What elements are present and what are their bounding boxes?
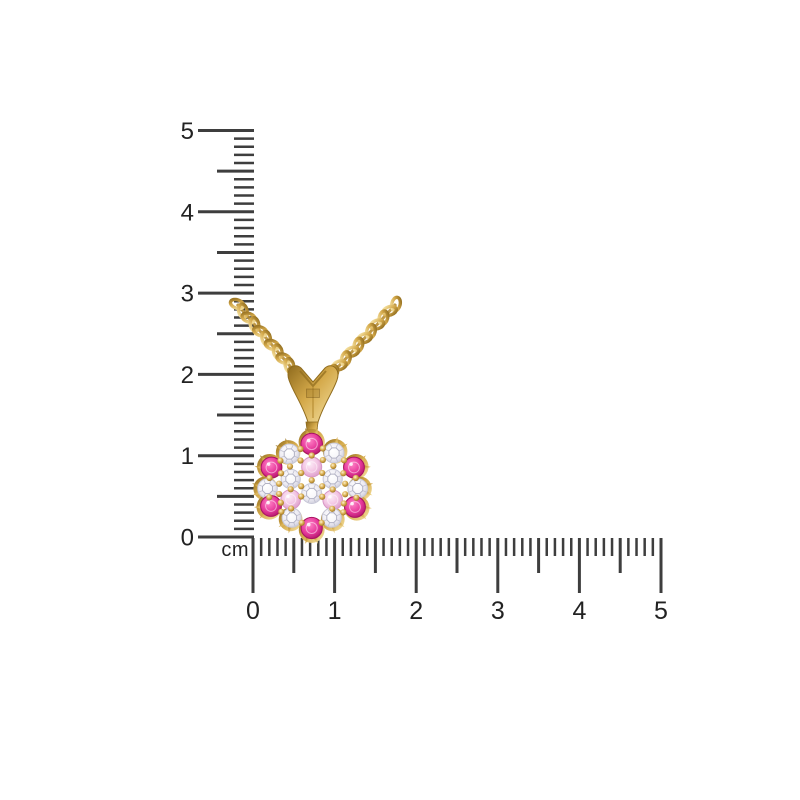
prong-bead: [319, 456, 326, 464]
stone-highlight: [350, 501, 354, 506]
diamond-facets: [328, 447, 340, 459]
stone-highlight: [266, 462, 271, 466]
stone-highlight: [286, 494, 290, 499]
prong-bead: [286, 463, 294, 470]
ruler-label: 0: [181, 525, 194, 552]
prong-bead: [319, 469, 326, 477]
prong-bead: [277, 499, 284, 506]
prong-bead: [276, 490, 283, 498]
prong-bead: [266, 474, 273, 482]
vertical-ruler: 5 4 3 2 1 0: [181, 118, 254, 552]
stone-highlight: [306, 522, 311, 527]
prong-bead: [319, 493, 326, 500]
unit-label: cm: [221, 539, 249, 561]
prong-bead: [297, 445, 304, 453]
ruler-label: 4: [572, 597, 586, 625]
hot-pink-stone: [300, 432, 324, 456]
ruler-label: 1: [181, 443, 194, 470]
prong-bead: [342, 491, 349, 498]
prong-bead: [329, 486, 336, 493]
ruler-label: 1: [328, 597, 342, 625]
bail-stamp: [306, 388, 320, 398]
horizontal-ruler: 0 1 2 3 4 5: [246, 538, 668, 625]
prong-bead: [278, 470, 285, 477]
ruler-label: 5: [654, 597, 668, 625]
prong-bead: [308, 452, 315, 459]
stone-highlight: [349, 462, 353, 466]
ruler-label: 0: [246, 597, 260, 625]
diamond-facets: [285, 473, 297, 485]
prong-bead: [340, 500, 347, 507]
prong-bead: [318, 519, 325, 526]
ruler-label: 2: [181, 362, 194, 389]
prong-bead: [330, 462, 337, 470]
prong-bead: [298, 483, 305, 490]
prong-bead: [298, 519, 305, 526]
prong-bead: [308, 477, 315, 484]
diamond-facets: [283, 448, 295, 460]
hot-pink-stone: [300, 516, 323, 540]
ruler-label: 3: [181, 281, 194, 308]
light-pink-stone: [301, 456, 323, 478]
diamond-facets: [352, 483, 364, 494]
prong-bead: [340, 470, 347, 477]
stone-highlight: [307, 462, 311, 466]
prong-bead: [278, 508, 285, 515]
diamond-facets: [326, 512, 338, 524]
prong-bead: [329, 505, 336, 512]
pendant-flower-cluster: [252, 427, 374, 544]
stone-highlight: [306, 438, 311, 443]
prong-bead: [319, 445, 326, 452]
prong-bead: [276, 480, 283, 487]
prong-bead: [287, 486, 294, 493]
prong-bead: [342, 480, 349, 487]
diamond-facets: [306, 487, 318, 500]
prong-bead: [288, 505, 295, 512]
prong-bead: [277, 457, 284, 464]
diamond-facets: [286, 512, 298, 524]
prong-bead: [298, 469, 305, 477]
diamond-facets: [327, 473, 339, 485]
necklace-chain: [228, 295, 403, 388]
ruler-label: 5: [181, 118, 194, 145]
diamond-facets: [262, 483, 273, 494]
prong-bead: [353, 494, 360, 501]
ruler-label: 2: [409, 597, 423, 625]
stone-highlight: [266, 500, 270, 505]
prong-bead: [266, 494, 273, 501]
prong-bead: [340, 457, 348, 464]
prong-bead: [340, 509, 347, 516]
prong-bead: [352, 474, 359, 482]
ruler-label: 3: [491, 597, 505, 625]
prong-bead: [297, 457, 304, 464]
ruler-label: 4: [181, 199, 194, 226]
prong-bead: [298, 493, 305, 500]
stone-highlight: [328, 495, 332, 499]
prong-bead: [319, 483, 326, 490]
